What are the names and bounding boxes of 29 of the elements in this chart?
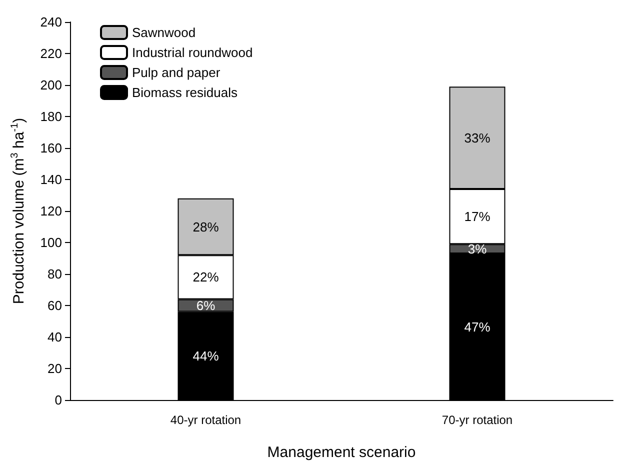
y-tick-label: 220 <box>40 46 62 61</box>
x-axis-title: Management scenario <box>267 444 416 461</box>
y-tick-label: 20 <box>48 361 62 376</box>
x-tick-label: 70-yr rotation <box>442 413 513 427</box>
y-tick-label: 180 <box>40 109 62 124</box>
y-tick-label: 80 <box>48 266 62 282</box>
y-tick-label: 40 <box>48 330 62 344</box>
y-tick-label: 60 <box>48 298 62 313</box>
y-tick-label: 140 <box>40 172 62 187</box>
y-tick-label: 0 <box>54 392 62 408</box>
y-tick-label: 100 <box>40 235 62 250</box>
annotation: 3% <box>468 241 488 256</box>
legend-label: Industrial roundwood <box>132 45 253 60</box>
legend-label: Sawnwood <box>132 25 196 40</box>
annotation: 28% <box>192 219 220 234</box>
y-tick-label: 240 <box>40 14 62 30</box>
annotation: 47% <box>464 319 491 334</box>
legend-label: Biomass residuals <box>132 85 238 100</box>
annotation: 6% <box>196 298 216 313</box>
y-axis-title: Production volume (m3 ha-1) <box>10 118 28 304</box>
annotation: 44% <box>192 348 220 364</box>
y-tick-label: 200 <box>40 78 62 92</box>
x-tick-label: 40-yr rotation <box>170 413 242 427</box>
y-tick-label: 160 <box>40 140 62 156</box>
legend-label: Pulp and paper <box>132 65 221 80</box>
annotation: 22% <box>192 270 220 285</box>
annotation: 17% <box>464 209 491 224</box>
annotation: 33% <box>464 130 491 146</box>
y-tick-label: 120 <box>40 204 62 218</box>
